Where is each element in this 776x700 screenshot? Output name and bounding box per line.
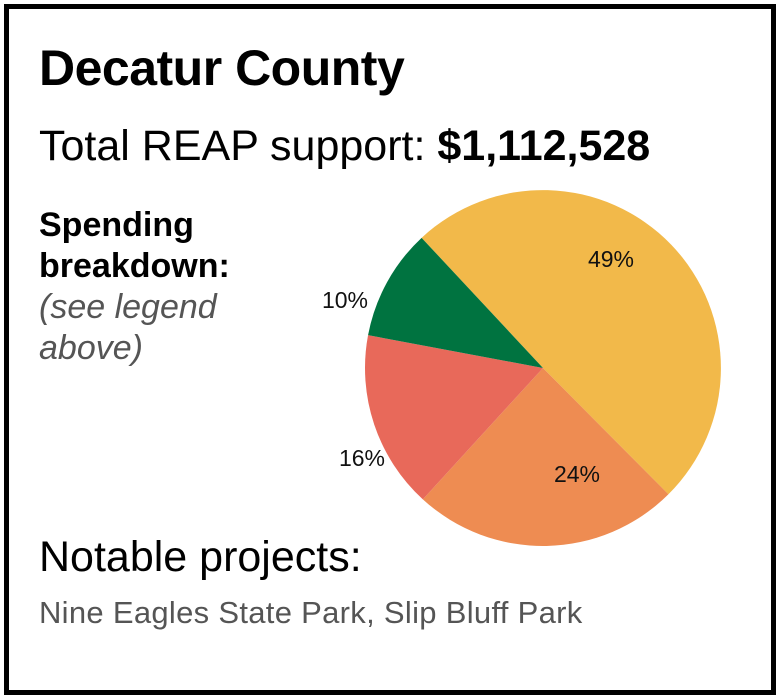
- spending-breakdown: Spending breakdown: (see legend above): [39, 205, 279, 369]
- spending-pie-chart: 49% 24% 16% 10%: [322, 190, 721, 546]
- pie-slices: [365, 190, 721, 546]
- total-support: Total REAP support: $1,112,528: [39, 122, 650, 171]
- pie-label-49-pct: 49%: [588, 246, 634, 272]
- pie-slice-16-pct: [365, 335, 543, 500]
- breakdown-note-line1: (see legend: [39, 288, 217, 326]
- county-title: Decatur County: [39, 40, 405, 96]
- pie-slice-24-pct: [422, 368, 669, 546]
- pie-slice-49-pct: [421, 190, 721, 495]
- pie-label-24-pct: 24%: [554, 461, 600, 487]
- county-card: Decatur County Total REAP support: $1,11…: [4, 4, 776, 695]
- notable-projects-heading: Notable projects:: [39, 533, 362, 581]
- breakdown-heading-line1: Spending: [39, 206, 194, 244]
- total-support-label: Total REAP support:: [39, 122, 426, 170]
- total-support-amount: $1,112,528: [437, 122, 651, 170]
- pie-label-16-pct: 16%: [339, 445, 385, 471]
- pie-slice-10-pct: [368, 237, 543, 368]
- breakdown-note-line2: above): [39, 329, 143, 367]
- notable-projects-list: Nine Eagles State Park, Slip Bluff Park: [39, 595, 583, 630]
- breakdown-heading-line2: breakdown:: [39, 247, 230, 285]
- pie-label-10-pct: 10%: [322, 287, 368, 313]
- pie-labels: 49% 24% 16% 10%: [322, 246, 634, 487]
